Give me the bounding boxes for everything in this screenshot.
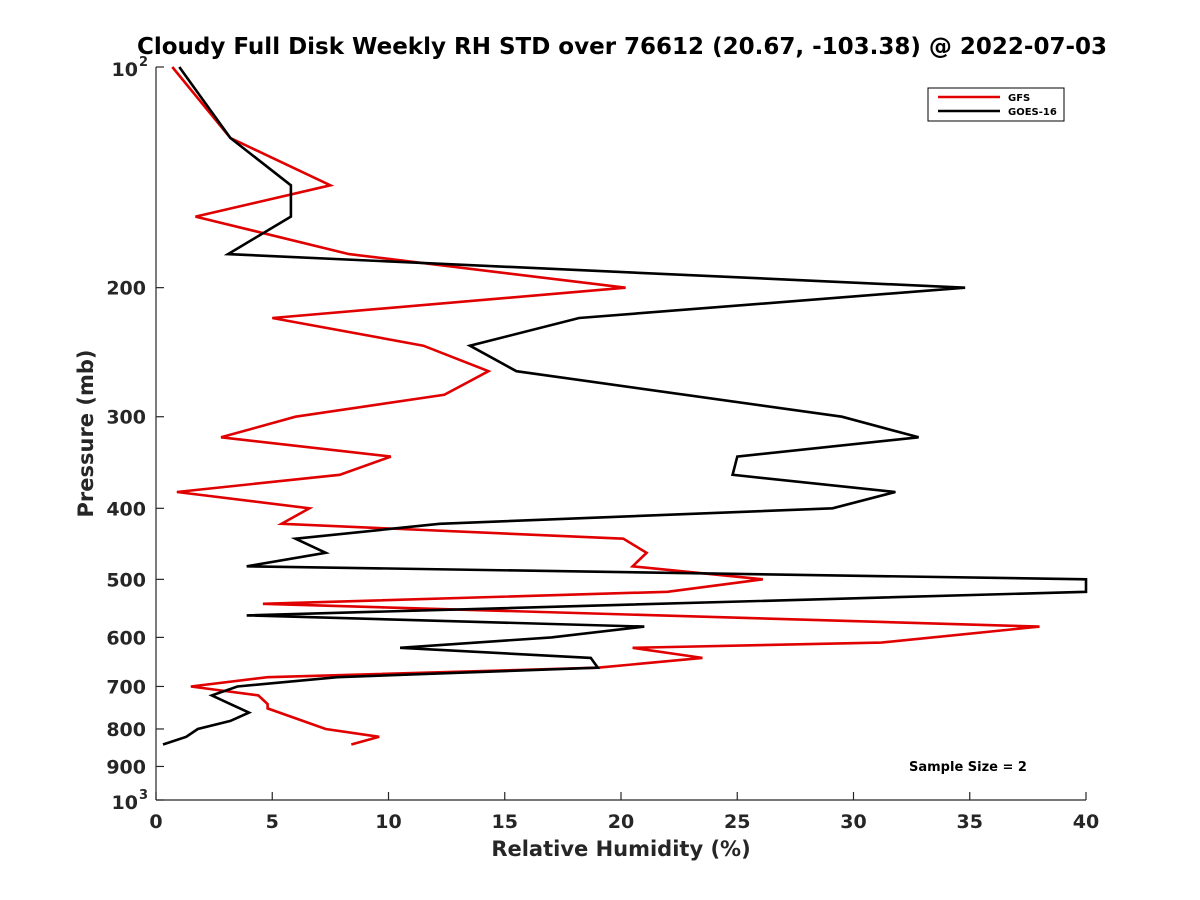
y-tick-label: 10: [112, 59, 138, 81]
sample-size-annotation: Sample Size = 2: [909, 760, 1027, 775]
legend-box: [927, 87, 1065, 122]
series-line-goes-16: [162, 66, 1088, 746]
y-axis-label: Pressure (mb): [74, 350, 98, 518]
x-tick-label: 35: [957, 811, 983, 833]
y-tick-exponent: 2: [139, 55, 148, 70]
legend: GFS GOES-16: [927, 87, 1065, 122]
x-tick-label: 15: [492, 811, 518, 833]
legend-label-goes-16: GOES-16: [1008, 107, 1057, 118]
x-tick-label: 10: [375, 811, 401, 833]
y-tick-label: 400: [106, 498, 146, 520]
y-tick-label: 200: [106, 278, 146, 300]
y-tick-label: 600: [106, 627, 146, 649]
series-layer: [162, 66, 1088, 746]
x-tick-label: 40: [1073, 811, 1099, 833]
series-line-gfs: [171, 66, 1040, 746]
x-tick-label: 30: [840, 811, 866, 833]
x-tick-label: 0: [149, 811, 162, 833]
chart-title: Cloudy Full Disk Weekly RH STD over 7661…: [137, 34, 1107, 60]
y-tick-exponent: 3: [139, 788, 148, 803]
x-tick-label: 25: [724, 811, 750, 833]
y-tick-label: 900: [106, 756, 146, 778]
x-axis-label: Relative Humidity (%): [491, 837, 750, 861]
y-tick-label: 800: [106, 719, 146, 741]
y-tick-label: 300: [106, 407, 146, 429]
y-tick-label: 700: [106, 676, 146, 698]
plot-area: [156, 67, 1086, 800]
x-tick-label: 20: [608, 811, 634, 833]
y-tick-label: 500: [106, 569, 146, 591]
y-tick-label: 10: [112, 792, 138, 814]
legend-label-gfs: GFS: [1008, 93, 1030, 104]
x-tick-label: 5: [266, 811, 279, 833]
